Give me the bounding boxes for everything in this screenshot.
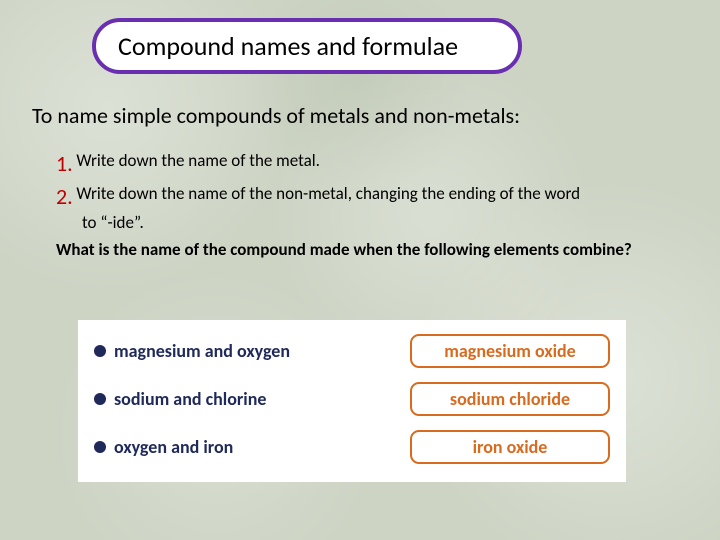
slide-title: Compound names and formulae: [118, 30, 458, 62]
bullet-icon: [94, 393, 106, 405]
compound-name-1: magnesium oxide: [410, 334, 610, 368]
element-pair-1: magnesium and oxygen: [114, 340, 290, 362]
answer-left-1: magnesium and oxygen: [94, 340, 290, 362]
step-1-text: Write down the name of the metal.: [76, 150, 320, 171]
element-pair-2: sodium and chlorine: [114, 388, 266, 410]
step-2-continuation: to “-ide”.: [82, 212, 680, 233]
answer-row-3: oxygen and iron iron oxide: [94, 430, 610, 464]
answer-row-2: sodium and chlorine sodium chloride: [94, 382, 610, 416]
step-2-text: Write down the name of the non-metal, ch…: [76, 183, 580, 204]
compound-name-3: iron oxide: [410, 430, 610, 464]
steps-list: 1. Write down the name of the metal. 2. …: [56, 150, 680, 260]
answer-row-1: magnesium and oxygen magnesium oxide: [94, 334, 610, 368]
answers-panel: magnesium and oxygen magnesium oxide sod…: [78, 320, 626, 482]
slide-title-box: Compound names and formulae: [92, 18, 522, 74]
element-pair-3: oxygen and iron: [114, 436, 233, 458]
step-1-number: 1.: [56, 150, 73, 177]
step-1: 1. Write down the name of the metal.: [56, 150, 680, 177]
compound-name-2: sodium chloride: [410, 382, 610, 416]
intro-text: To name simple compounds of metals and n…: [32, 102, 520, 129]
step-2-number: 2.: [56, 183, 73, 210]
answer-left-3: oxygen and iron: [94, 436, 233, 458]
step-2: 2. Write down the name of the non-metal,…: [56, 183, 680, 233]
question-text: What is the name of the compound made wh…: [56, 239, 680, 260]
bullet-icon: [94, 441, 106, 453]
answer-left-2: sodium and chlorine: [94, 388, 266, 410]
bullet-icon: [94, 345, 106, 357]
